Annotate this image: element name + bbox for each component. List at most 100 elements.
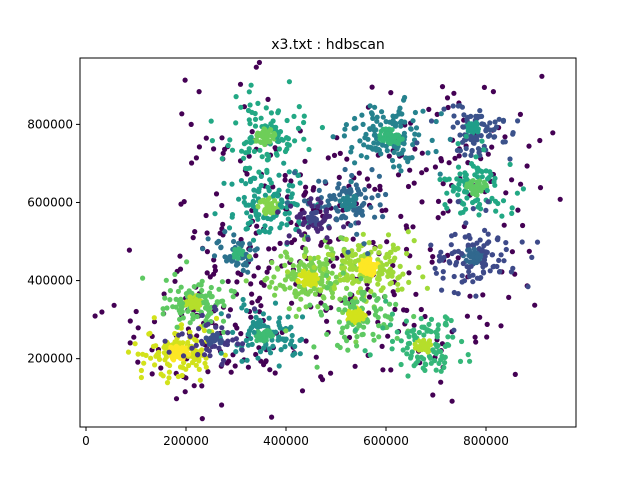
data-point [352, 363, 358, 369]
data-point [289, 338, 295, 344]
data-point [363, 195, 369, 201]
data-point [306, 146, 312, 153]
data-point [289, 191, 295, 197]
data-point [344, 285, 350, 291]
data-point [278, 253, 284, 259]
data-point [326, 225, 332, 231]
data-point [111, 302, 117, 308]
data-point [411, 180, 417, 186]
data-point [430, 254, 436, 260]
data-point [220, 357, 227, 363]
y-tick-label: 600000 [27, 195, 73, 209]
data-point [249, 324, 255, 330]
data-point [135, 325, 141, 331]
data-point [490, 89, 496, 95]
data-point [234, 325, 240, 331]
data-point [474, 240, 480, 246]
data-point [389, 157, 396, 164]
data-point [249, 341, 255, 347]
data-point [282, 211, 289, 217]
data-point [366, 276, 372, 282]
data-point [346, 315, 352, 321]
data-point [502, 139, 508, 145]
data-point [315, 254, 321, 261]
data-point [271, 274, 277, 280]
data-point [147, 330, 153, 336]
data-point [510, 265, 516, 271]
data-point [462, 174, 468, 180]
data-point [301, 263, 308, 269]
data-point [284, 200, 290, 206]
data-point [263, 105, 269, 111]
data-point [438, 379, 444, 385]
data-point [470, 242, 476, 248]
data-point [510, 131, 516, 137]
data-point [340, 270, 346, 276]
data-point [264, 328, 270, 334]
data-point [371, 305, 378, 311]
data-point [315, 196, 321, 202]
data-point [438, 111, 444, 117]
data-point [243, 181, 249, 187]
data-point [354, 299, 360, 305]
data-point [253, 253, 259, 259]
data-point [178, 284, 184, 290]
data-point [442, 176, 448, 182]
data-point [247, 214, 254, 220]
data-point [481, 183, 487, 189]
data-point [267, 350, 274, 356]
data-point [294, 202, 300, 208]
data-point [296, 263, 302, 269]
data-point [391, 245, 397, 251]
data-point [371, 128, 378, 134]
data-point [470, 163, 476, 169]
data-point [225, 278, 231, 284]
data-point [341, 276, 347, 282]
data-point [324, 244, 330, 250]
data-point [246, 153, 252, 159]
data-point [409, 349, 415, 355]
data-point [403, 223, 409, 229]
data-point [227, 254, 233, 260]
data-point [526, 143, 532, 149]
data-point [236, 196, 242, 202]
data-point [399, 111, 405, 117]
data-point [194, 313, 200, 320]
data-point [329, 252, 335, 258]
data-point [537, 185, 544, 191]
data-point [492, 175, 498, 181]
data-point [275, 108, 282, 114]
data-point [330, 134, 336, 140]
data-point [266, 188, 272, 194]
data-point [478, 254, 484, 260]
data-point [452, 249, 458, 255]
data-point [253, 210, 259, 216]
data-point [249, 129, 255, 135]
data-point [180, 353, 187, 359]
data-point [318, 225, 324, 232]
data-point [359, 289, 365, 295]
data-point [298, 211, 304, 217]
data-point [192, 337, 198, 343]
data-point [323, 256, 329, 263]
data-point [220, 318, 227, 324]
data-point [364, 176, 370, 182]
data-point [362, 187, 368, 193]
data-point [394, 329, 400, 335]
data-point [378, 306, 384, 312]
data-point [203, 364, 209, 370]
data-point [525, 284, 531, 290]
data-point [361, 200, 367, 207]
data-point [272, 145, 278, 151]
data-point [371, 270, 377, 276]
data-point [353, 212, 359, 218]
data-point [368, 288, 374, 294]
data-point [255, 216, 261, 222]
data-point [387, 258, 393, 265]
data-point [262, 229, 268, 235]
data-point [328, 281, 334, 287]
data-point [199, 312, 205, 318]
data-point [374, 114, 380, 120]
data-point [385, 333, 391, 339]
data-point [385, 232, 392, 238]
